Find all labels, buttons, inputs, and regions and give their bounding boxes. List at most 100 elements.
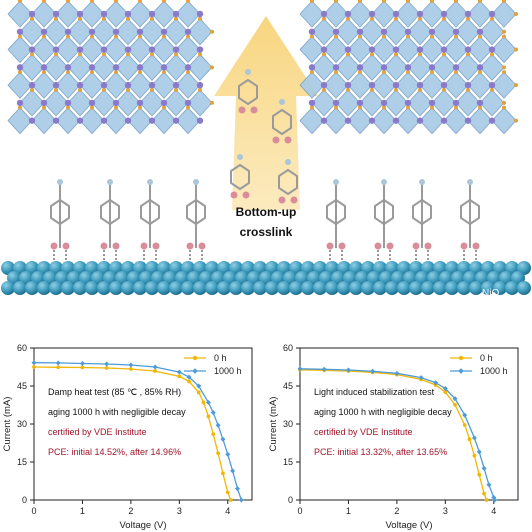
substrate-atom [157,281,171,295]
a-site-cation [344,81,352,89]
octahedron [139,18,165,46]
data-point [128,367,133,371]
oxygen-atom [412,242,420,250]
oxygen-atom [100,242,108,250]
a-site-cation [308,99,316,107]
halide-atom [490,87,494,92]
halide-atom [310,105,314,110]
substrate-atom [421,281,435,295]
octahedron [19,18,45,46]
oxygen-atom [112,242,120,250]
octahedron [335,53,361,81]
data-point [297,366,303,372]
atom [147,179,153,185]
substrate-atom [61,281,75,295]
octahedron [299,35,325,64]
a-site-cation [392,81,400,89]
halide-atom [466,87,470,92]
data-point [128,362,134,368]
annotation-text: aging 1000 h with negligible decay [314,407,452,417]
a-site-cation [64,64,72,71]
a-site-cation [356,99,364,107]
a-site-cation [476,99,484,107]
halide-atom [102,52,106,57]
data-point [31,360,37,366]
a-site-cation [136,99,144,107]
a-site-cation [320,46,328,53]
a-site-cation [184,99,192,107]
a-site-cation [440,81,448,89]
halide-atom [406,70,410,75]
substrate-atom [133,281,147,295]
data-point [230,468,236,474]
substrate-atom [481,281,495,295]
octahedron [455,18,481,46]
a-site-cation [76,46,84,53]
octahedron [395,107,421,135]
y-tick-label: 45 [283,381,293,391]
halide-atom [210,100,214,105]
octahedron [43,18,69,46]
oxygen-atom [62,242,70,250]
data-point [211,432,216,437]
a-site-cation [112,28,120,35]
a-site-cation [416,117,424,124]
a-site-cation [440,10,448,18]
data-point [32,365,36,369]
halide-atom [66,0,70,3]
anchored-molecule [412,179,432,266]
a-site-cation [464,81,472,89]
x-tick-label: 2 [128,506,133,516]
octahedron [371,71,397,99]
substrate-atom [109,281,123,295]
halide-atom [430,0,434,3]
atom [285,159,291,165]
halide-atom [42,34,46,39]
octahedron [491,35,517,64]
octahedron [311,89,337,117]
halide-atom [478,105,482,110]
data-point [452,396,458,402]
series-line-0h [33,366,232,501]
halide-atom [382,105,386,110]
oxygen-atom [386,242,394,250]
atom [107,179,113,185]
data-point [467,437,472,442]
a-site-cation [464,117,472,124]
octahedron [407,53,433,81]
halide-atom [322,16,326,21]
anchored-molecule [460,179,480,266]
data-point [176,369,182,375]
a-site-cation [124,10,132,18]
octahedron [55,35,81,64]
oxygen-atom [326,242,334,250]
oxygen-atom [284,136,292,144]
a-site-cation [392,46,400,53]
octahedron [151,0,177,28]
halide-atom [394,16,398,21]
halide-atom [466,52,470,57]
halide-atom [102,16,106,21]
halide-atom [502,29,506,34]
halide-atom [334,34,338,39]
halide-atom [138,70,142,75]
a-site-cation [380,28,388,35]
a-site-cation [452,28,460,35]
oxygen-atom [242,191,250,199]
halide-atom [54,16,58,21]
halide-atom [210,65,214,70]
a-site-cation [172,46,180,53]
octahedron [139,89,165,117]
octahedron [55,0,81,28]
oxygen-atom [272,136,280,144]
a-site-cation [76,81,84,89]
crosslink-label-line2: crosslink [240,225,293,239]
octahedron [347,71,373,99]
octahedron [91,18,117,46]
legend-label: 1000 h [480,366,508,376]
substrate-atom [217,281,231,295]
substrate-atom [265,281,279,295]
substrate-atom [49,281,63,295]
halide-atom [150,16,154,21]
a-site-cation [392,117,400,124]
